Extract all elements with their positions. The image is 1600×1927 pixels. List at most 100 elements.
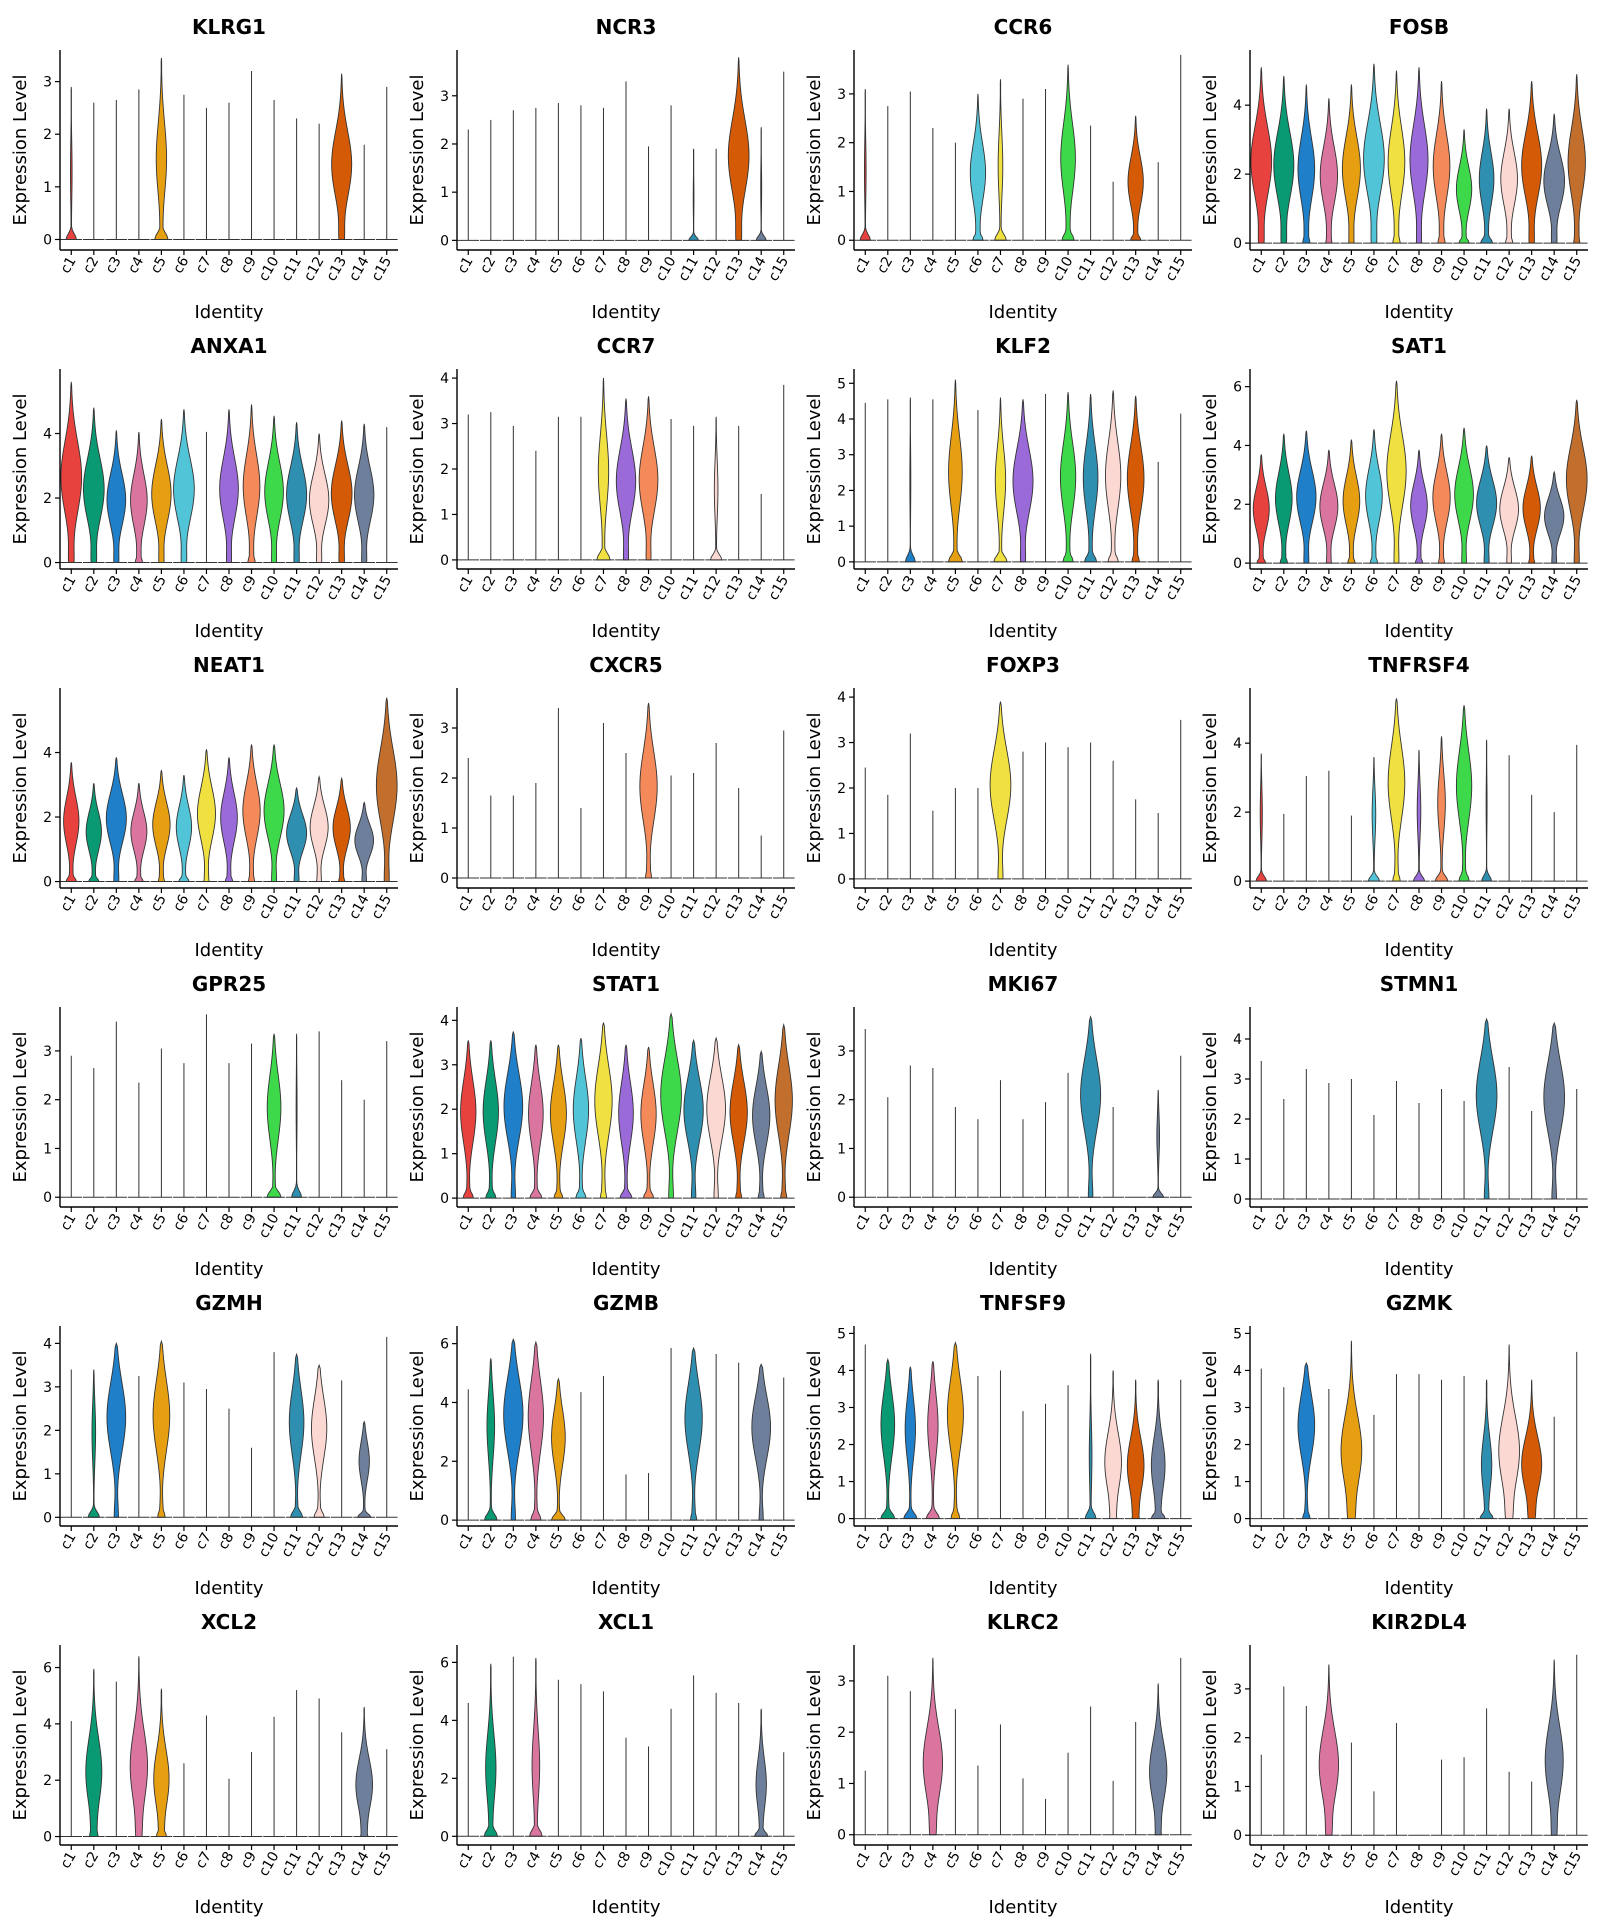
panel-title: FOSB xyxy=(1389,15,1449,39)
y-tick-label: 0 xyxy=(1233,874,1242,890)
violin-c4 xyxy=(1319,98,1338,244)
x-tick-label: c9 xyxy=(635,1211,657,1233)
y-tick-label: 1 xyxy=(1233,1152,1242,1168)
violin-c3 xyxy=(1297,1361,1316,1520)
y-axis-label: Expression Level xyxy=(10,1351,31,1502)
y-tick-label: 4 xyxy=(1233,98,1242,114)
y-tick-label: 1 xyxy=(837,1475,846,1491)
y-tick-label: 2 xyxy=(837,1438,846,1454)
y-tick-label: 4 xyxy=(1233,438,1242,454)
x-tick-label: c3 xyxy=(103,254,125,276)
x-tick-label: c6 xyxy=(964,1849,986,1871)
x-tick-label: c9 xyxy=(238,254,260,276)
x-tick-label: c9 xyxy=(635,254,657,276)
x-tick-label: c11 xyxy=(278,892,305,922)
violin-c3 xyxy=(106,1341,127,1518)
y-tick-label: 1 xyxy=(43,1141,52,1157)
x-axis-label: Identity xyxy=(1385,1259,1454,1280)
violin-c2 xyxy=(82,407,105,563)
x-tick-label: c10 xyxy=(256,254,283,284)
x-tick-label: c15 xyxy=(1559,1530,1586,1560)
x-tick-label: c12 xyxy=(1095,254,1122,284)
x-tick-label: c10 xyxy=(256,573,283,603)
x-tick-label: c7 xyxy=(590,1530,612,1552)
y-tick-label: 4 xyxy=(1233,736,1242,752)
x-tick-label: c9 xyxy=(1428,254,1450,276)
x-axis-label: Identity xyxy=(989,1897,1058,1918)
violin-c1 xyxy=(63,762,80,882)
violin-c1 xyxy=(60,381,83,563)
y-tick-label: 1 xyxy=(837,1141,846,1157)
x-tick-label: c12 xyxy=(301,1211,328,1241)
x-tick-label: c11 xyxy=(1072,892,1099,922)
x-tick-label: c6 xyxy=(567,573,589,595)
x-tick-label: c15 xyxy=(766,1211,793,1241)
violin-c14 xyxy=(1150,1379,1166,1520)
x-tick-label: c5 xyxy=(1338,1211,1360,1233)
x-tick-label: c3 xyxy=(1293,573,1315,595)
x-tick-label: c2 xyxy=(80,1211,102,1233)
x-tick-label: c13 xyxy=(1514,892,1541,922)
x-tick-label: c5 xyxy=(148,1211,170,1233)
y-tick-label: 2 xyxy=(1233,167,1242,183)
x-tick-label: c7 xyxy=(1383,254,1405,276)
violin-c5 xyxy=(152,770,171,882)
y-tick-label: 1 xyxy=(837,1776,846,1792)
x-tick-label: c2 xyxy=(874,1849,896,1871)
y-tick-label: 0 xyxy=(440,1513,449,1529)
x-tick-label: c15 xyxy=(1559,573,1586,603)
x-tick-label: c15 xyxy=(766,1530,793,1560)
x-tick-label: c5 xyxy=(942,254,964,276)
x-tick-label: c4 xyxy=(919,1530,941,1552)
y-tick-label: 0 xyxy=(440,553,449,569)
x-tick-label: c15 xyxy=(766,573,793,603)
x-tick-label: c1 xyxy=(455,254,477,276)
x-tick-label: c13 xyxy=(1514,1849,1541,1879)
x-tick-label: c4 xyxy=(522,254,544,276)
y-tick-label: 6 xyxy=(1233,380,1242,396)
y-tick-label: 0 xyxy=(1233,1828,1242,1844)
x-tick-label: c1 xyxy=(1248,573,1270,595)
x-tick-label: c1 xyxy=(852,1849,874,1871)
y-tick-label: 0 xyxy=(837,233,846,249)
y-tick-label: 2 xyxy=(43,1093,52,1109)
violin-c6 xyxy=(572,1038,590,1199)
violin-c11 xyxy=(688,148,700,241)
x-tick-label: c11 xyxy=(1468,1849,1495,1879)
x-tick-label: c11 xyxy=(1072,573,1099,603)
violin-c3 xyxy=(903,1366,918,1520)
x-tick-label: c13 xyxy=(1118,254,1145,284)
y-axis-label: Expression Level xyxy=(10,1032,31,1183)
violin-c3 xyxy=(503,1337,524,1521)
y-tick-label: 2 xyxy=(43,1423,52,1439)
violin-c14 xyxy=(1544,1659,1564,1836)
panel-title: XCL1 xyxy=(598,1610,654,1634)
x-tick-label: c8 xyxy=(612,892,634,914)
violin-c7 xyxy=(993,397,1008,563)
x-tick-label: c14 xyxy=(1536,1530,1563,1560)
x-tick-label: c11 xyxy=(1072,1211,1099,1241)
x-tick-label: c15 xyxy=(369,1211,396,1241)
violin-c8 xyxy=(1012,399,1034,563)
x-tick-label: c7 xyxy=(1383,892,1405,914)
x-tick-label: c5 xyxy=(942,1530,964,1552)
x-tick-label: c10 xyxy=(653,1211,680,1241)
x-tick-label: c4 xyxy=(125,892,147,914)
panel-title: KLRG1 xyxy=(192,15,266,39)
violin-c11 xyxy=(286,422,308,563)
x-tick-label: c2 xyxy=(874,1211,896,1233)
x-axis-label: Identity xyxy=(1385,940,1454,961)
violin-c11 xyxy=(1476,445,1498,564)
violin-c15 xyxy=(774,1023,793,1199)
x-tick-label: c9 xyxy=(238,1530,260,1552)
x-tick-label: c3 xyxy=(500,1530,522,1552)
violin-c5 xyxy=(154,57,169,240)
x-tick-label: c3 xyxy=(500,1849,522,1871)
y-tick-label: 1 xyxy=(1233,1779,1242,1795)
x-tick-label: c12 xyxy=(1491,573,1518,603)
x-tick-label: c3 xyxy=(897,1849,919,1871)
x-axis-label: Identity xyxy=(592,621,661,642)
x-tick-label: c5 xyxy=(942,573,964,595)
violin-c9 xyxy=(640,1046,657,1199)
